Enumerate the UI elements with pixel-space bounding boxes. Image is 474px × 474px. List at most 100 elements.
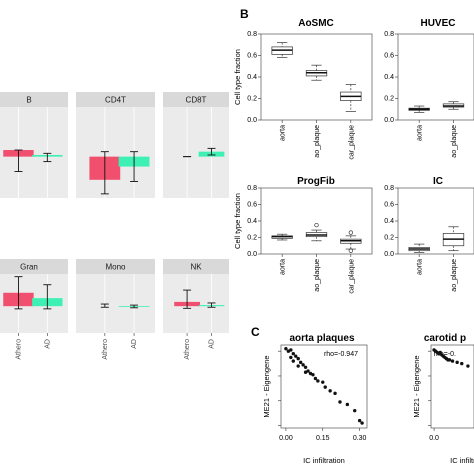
box-facet-ic-ytick-label: 0.0 <box>384 251 394 258</box>
box-facet-progfib-outlier <box>348 230 353 235</box>
facet-cd4t-errorbar-ad <box>130 151 139 182</box>
scatter-carotid-p-point <box>438 350 442 355</box>
facet-gran-errorbar-ad <box>43 284 52 310</box>
scatter-aorta-plaques-point <box>353 408 357 413</box>
box-facet-ic: IC 0.0 0.2 0.4 0.6 0.8 aorta ao_plaque <box>384 176 474 292</box>
box-facet-aosmc: AoSMC 0.0 0.2 0.4 0.6 0.8 Cell type fraction ao… <box>233 18 373 160</box>
box-facet-progfib-outlier <box>314 222 319 228</box>
scatter-carotid-p-title: carotid p <box>424 333 466 344</box>
box-facet-ic-title: IC <box>433 176 443 187</box>
box-facet-ic-ytick-label: 0.6 <box>384 202 394 209</box>
scatter-aorta-plaques-point <box>298 360 303 365</box>
scatter-carotid-p-point <box>460 361 464 366</box>
box-facet-progfib-ytick-label: 0.4 <box>247 218 257 225</box>
box-facet-progfib: ProgFib 0.0 0.2 0.4 0.6 0.8 Cell type fraction… <box>233 176 373 294</box>
box-facet-aosmc-ytick-label: 0.0 <box>247 117 257 124</box>
facet-nk-xtick-label-athero: Athero <box>184 339 191 360</box>
scatter-aorta-plaques-point <box>333 391 337 396</box>
panel-c-letter: C <box>251 325 260 339</box>
box-facet-aosmc-xtick-label-ao-plaque: ao_plaque <box>314 125 321 158</box>
box-facet-progfib-title: ProgFib <box>297 176 335 187</box>
scatter-aorta-plaques-title: aorta plaques <box>289 333 354 344</box>
facet-mono-xtick-label-ad: AD <box>131 339 138 349</box>
scatter-aorta-plaques-xlabel: IC infiltration <box>303 456 345 465</box>
box-facet-ic-xtick-label-ao-plaque: ao_plaque <box>451 259 458 292</box>
box-facet-aosmc-ytick-label: 0.2 <box>247 96 257 103</box>
facet-gran-xtick-label-athero: Athero <box>15 339 22 360</box>
scatter-aorta-plaques-annotation: rho=-0.947 <box>324 351 358 358</box>
box-facet-huvec-ytick-label: 0.2 <box>384 96 394 103</box>
scatter-aorta-plaques-point <box>328 389 332 393</box>
facet-cd8t-strip-label: CD8T <box>186 96 207 105</box>
panel-c-scatter-plots: C aorta plaques rho=-0.947 0.00 0.15 0.30 ME2… <box>251 325 474 465</box>
scatter-aorta-plaques-point <box>321 380 325 384</box>
box-facet-ic-box-ao-plaque <box>442 226 465 252</box>
box-facet-huvec-xtick-label-ao-plaque: ao_plaque <box>451 125 458 158</box>
box-facet-progfib-ytick-label: 0.2 <box>247 235 257 242</box>
scatter-aorta-plaques-point <box>291 359 295 363</box>
box-facet-aosmc-ytick-label: 0.6 <box>247 53 257 60</box>
box-facet-progfib-box-ao-plaque <box>305 229 328 242</box>
scatter-carotid-p-xlabel: IC infiltration <box>450 456 474 465</box>
scatter-carotid-p-point <box>450 359 455 363</box>
panel-b-letter: B <box>240 7 249 21</box>
facet-gran-xtick-label-ad: AD <box>44 339 51 349</box>
scatter-aorta-plaques-point <box>316 379 320 383</box>
scatter-aorta-plaques-point <box>296 364 300 368</box>
scatter-aorta-plaques-point <box>313 376 318 381</box>
scatter-aorta-plaques-frame <box>280 344 368 429</box>
facet-cd8t-errorbar-ad <box>207 147 216 156</box>
box-facet-aosmc-ylabel: Cell type fraction <box>233 49 242 105</box>
scatter-aorta-plaques-point <box>311 373 315 377</box>
scatter-aorta-plaques-point <box>306 369 310 373</box>
panel-b-box-facets: B AoSMC 0.0 0.2 0.4 0.6 0.8 Cell type fraction… <box>233 7 474 294</box>
box-facet-aosmc-ytick-label: 0.4 <box>247 74 257 81</box>
box-facet-aosmc-xtick-label-aorta: aorta <box>280 125 287 141</box>
box-facet-progfib-xtick-label-aorta: aorta <box>280 259 287 275</box>
facet-nk-strip-label: NK <box>190 263 202 272</box>
scatter-carotid-p-annotation: rho=-0. <box>434 351 456 358</box>
box-facet-aosmc-title: AoSMC <box>298 18 334 29</box>
box-facet-progfib-box-car-plaque <box>340 235 362 250</box>
box-facet-huvec-ytick-label: 0.4 <box>384 74 394 81</box>
facet-gran-strip <box>0 259 68 274</box>
scatter-aorta-plaques: aorta plaques rho=-0.947 0.00 0.15 0.30 ME21 … <box>262 333 368 465</box>
facet-cd4t-strip <box>76 92 155 107</box>
panel-a-bar-facets: B CD4T CD8T Gran Athero AD Mono Athero AD NK Ather… <box>0 92 229 360</box>
facet-nk-errorbar-ad <box>207 302 216 308</box>
box-facet-huvec-ytick-label: 0.6 <box>384 53 394 60</box>
facet-mono-panel <box>76 274 155 333</box>
facet-b-errorbar-athero <box>14 149 23 172</box>
scatter-aorta-plaques-point <box>296 356 300 361</box>
facet-gran-errorbar-athero <box>14 276 23 310</box>
scatter-carotid-p-frame <box>430 344 474 429</box>
box-facet-huvec-ytick-label: 0.0 <box>384 117 394 124</box>
box-facet-progfib-outlier <box>348 248 353 253</box>
facet-mono-errorbar-ad <box>130 304 139 309</box>
facet-cd4t: CD4T <box>76 92 155 198</box>
facet-b-strip-label: B <box>26 96 31 105</box>
facet-mono-xtick-label-athero: Athero <box>102 339 109 360</box>
box-facet-progfib-ylabel: Cell type fraction <box>233 193 242 249</box>
facet-b-errorbar-ad <box>43 152 52 163</box>
box-facet-ic-ytick-label: 0.2 <box>384 235 394 242</box>
box-facet-progfib-ytick-label: 0.0 <box>247 251 257 258</box>
scatter-aorta-plaques-xtick-label: 0.00 <box>279 435 293 442</box>
scatter-aorta-plaques-point <box>291 351 295 356</box>
box-facet-ic-ytick-label: 0.8 <box>384 185 394 192</box>
box-facet-progfib-ytick-label: 0.6 <box>247 202 257 209</box>
scatter-aorta-plaques-xtick-label: 0.15 <box>316 435 330 442</box>
facet-cd4t-errorbar-athero <box>100 151 109 195</box>
box-facet-huvec-box-ao-plaque <box>442 101 465 110</box>
scatter-aorta-plaques-point <box>360 421 364 425</box>
facet-mono-errorbar-athero <box>100 303 109 308</box>
scatter-aorta-plaques-point <box>323 385 327 389</box>
facet-nk-errorbar-athero <box>183 289 192 309</box>
box-facet-progfib-xtick-label-car-plaque: car_plaque <box>348 259 355 294</box>
scatter-aorta-plaques-point <box>284 347 288 351</box>
box-facet-huvec-box-aorta <box>408 105 430 113</box>
box-facet-ic-xtick-label-aorta: aorta <box>417 259 424 275</box>
box-facet-huvec: HUVEC 0.0 0.2 0.4 0.6 0.8 aorta ao_plaque <box>384 18 474 158</box>
scatter-carotid-p-ylabel: ME21 - Eigengene <box>412 355 421 417</box>
